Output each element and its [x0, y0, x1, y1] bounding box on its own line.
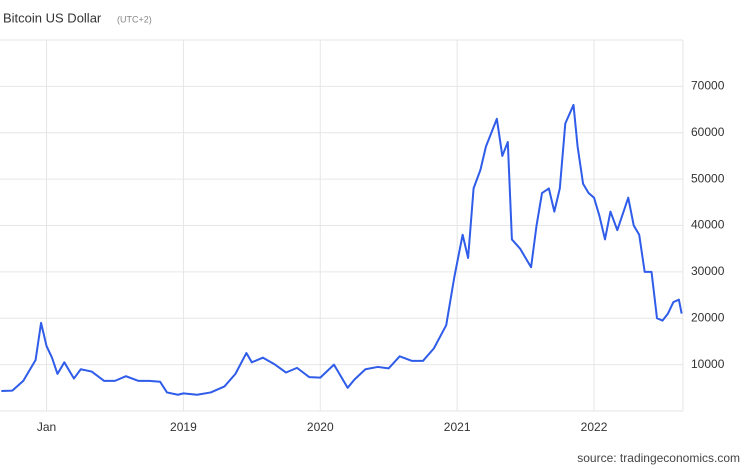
y-tick-label: 20000	[691, 310, 725, 324]
x-tick-label: 2019	[170, 420, 197, 434]
x-tick-label: Jan	[37, 420, 56, 434]
y-tick-label: 40000	[691, 218, 725, 232]
y-tick-label: 50000	[691, 171, 725, 185]
y-tick-label: 30000	[691, 264, 725, 278]
source: source: tradingeconomics.com	[577, 451, 740, 465]
chart-subtitle: (UTC+2)	[117, 14, 152, 24]
x-tick-label: 2021	[444, 420, 471, 434]
x-tick-label: 2022	[581, 420, 608, 434]
y-tick-label: 10000	[691, 357, 725, 371]
y-tick-label: 70000	[691, 79, 725, 93]
line-series	[1, 103, 683, 396]
y-tick-label: 60000	[691, 125, 725, 139]
x-tick-label: 2020	[307, 420, 334, 434]
chart-title: Bitcoin US Dollar	[3, 10, 102, 25]
